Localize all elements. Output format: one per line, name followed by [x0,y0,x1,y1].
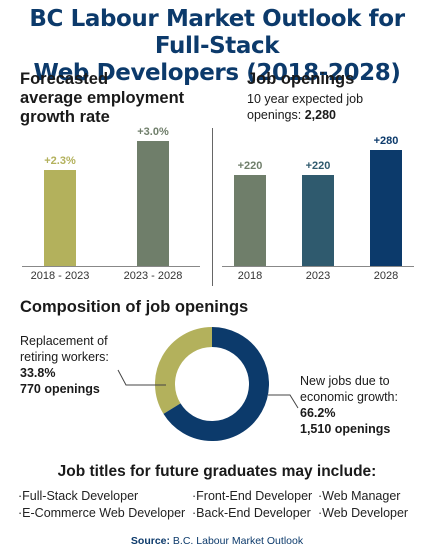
x-axis-line [222,266,414,267]
section-divider [212,128,213,286]
bar [137,140,169,266]
openings-subtitle-line: openings: 2,280 [247,107,363,123]
job-openings-chart: +220 2018 +220 2023 +280 2028 [222,135,414,282]
bar [370,150,402,266]
openings-subtitle-prefix: openings: [247,108,305,122]
title-line-2: Web Developers (2018-2028) [33,60,401,86]
title-line-1: BC Labour Market Outlook for Full-Stack [29,6,405,59]
source-label: Source: [130,535,171,547]
openings-subtitle-line: 10 year expected job [247,92,364,106]
job-title-item: ·Back-End Developer [192,506,311,520]
replacement-label: Replacement of retiring workers: 33.8% 7… [20,333,109,397]
bar-category-label: 2028 [373,270,399,282]
x-axis-line [22,266,200,267]
new-jobs-label-line: New jobs due to [300,374,390,388]
source-text: B.C. Labour Market Outlook [170,535,304,547]
bar-category-label: 2018 [237,270,263,282]
replacement-count: 770 openings [20,382,100,396]
donut-slice [155,327,213,414]
growth-heading: Forecasted average employment growth rat… [20,70,184,127]
job-titles-heading: Job titles for future graduates may incl… [57,463,377,480]
growth-heading-line: Forecasted [20,70,109,88]
job-title-item: ·Web Developer [318,506,409,520]
bar [302,175,334,266]
donut-slice [163,327,269,441]
bar-value-label: +2.3% [44,154,76,167]
bar-category-label: 2018 - 2023 [30,270,90,282]
bar [234,175,266,266]
growth-heading-line: growth rate [20,108,110,126]
replacement-label-line: retiring workers: [20,350,109,364]
replacement-label-line: Replacement of [20,334,108,348]
bar-value-label: +220 [305,160,331,173]
job-title-item: ·Web Manager [318,489,401,503]
openings-subtitle: 10 year expected job openings: 2,280 [247,91,363,123]
bar [44,169,76,266]
new-jobs-label: New jobs due to economic growth: 66.2% 1… [300,373,398,437]
new-jobs-count: 1,510 openings [300,422,391,436]
bar-category-label: 2023 - 2028 [123,270,183,282]
new-jobs-label-line: economic growth: [300,390,398,404]
leader-line [268,394,299,409]
growth-rate-chart: +2.3% 2018 - 2023 +3.0% 2023 - 2028 [22,125,200,282]
bar-value-label: +3.0% [137,125,169,138]
source-note: Source: B.C. Labour Market Outlook [0,535,434,547]
page-title: BC Labour Market Outlook for Full-Stack … [0,6,434,87]
bar-category-label: 2023 [305,270,331,282]
openings-heading: Job openings [247,70,355,88]
growth-heading-line: average employment [20,89,185,107]
job-title-item: ·Full-Stack Developer [18,489,139,503]
job-title-item: ·Front-End Developer [192,489,313,503]
bar-value-label: +220 [237,160,263,173]
replacement-pct: 33.8% [20,366,56,380]
leader-line [117,369,166,386]
openings-total: 2,280 [304,108,336,122]
new-jobs-pct: 66.2% [300,406,336,420]
job-title-item: ·E-Commerce Web Developer [18,506,186,520]
bar-value-label: +280 [373,135,399,148]
composition-heading: Composition of job openings [20,298,249,316]
